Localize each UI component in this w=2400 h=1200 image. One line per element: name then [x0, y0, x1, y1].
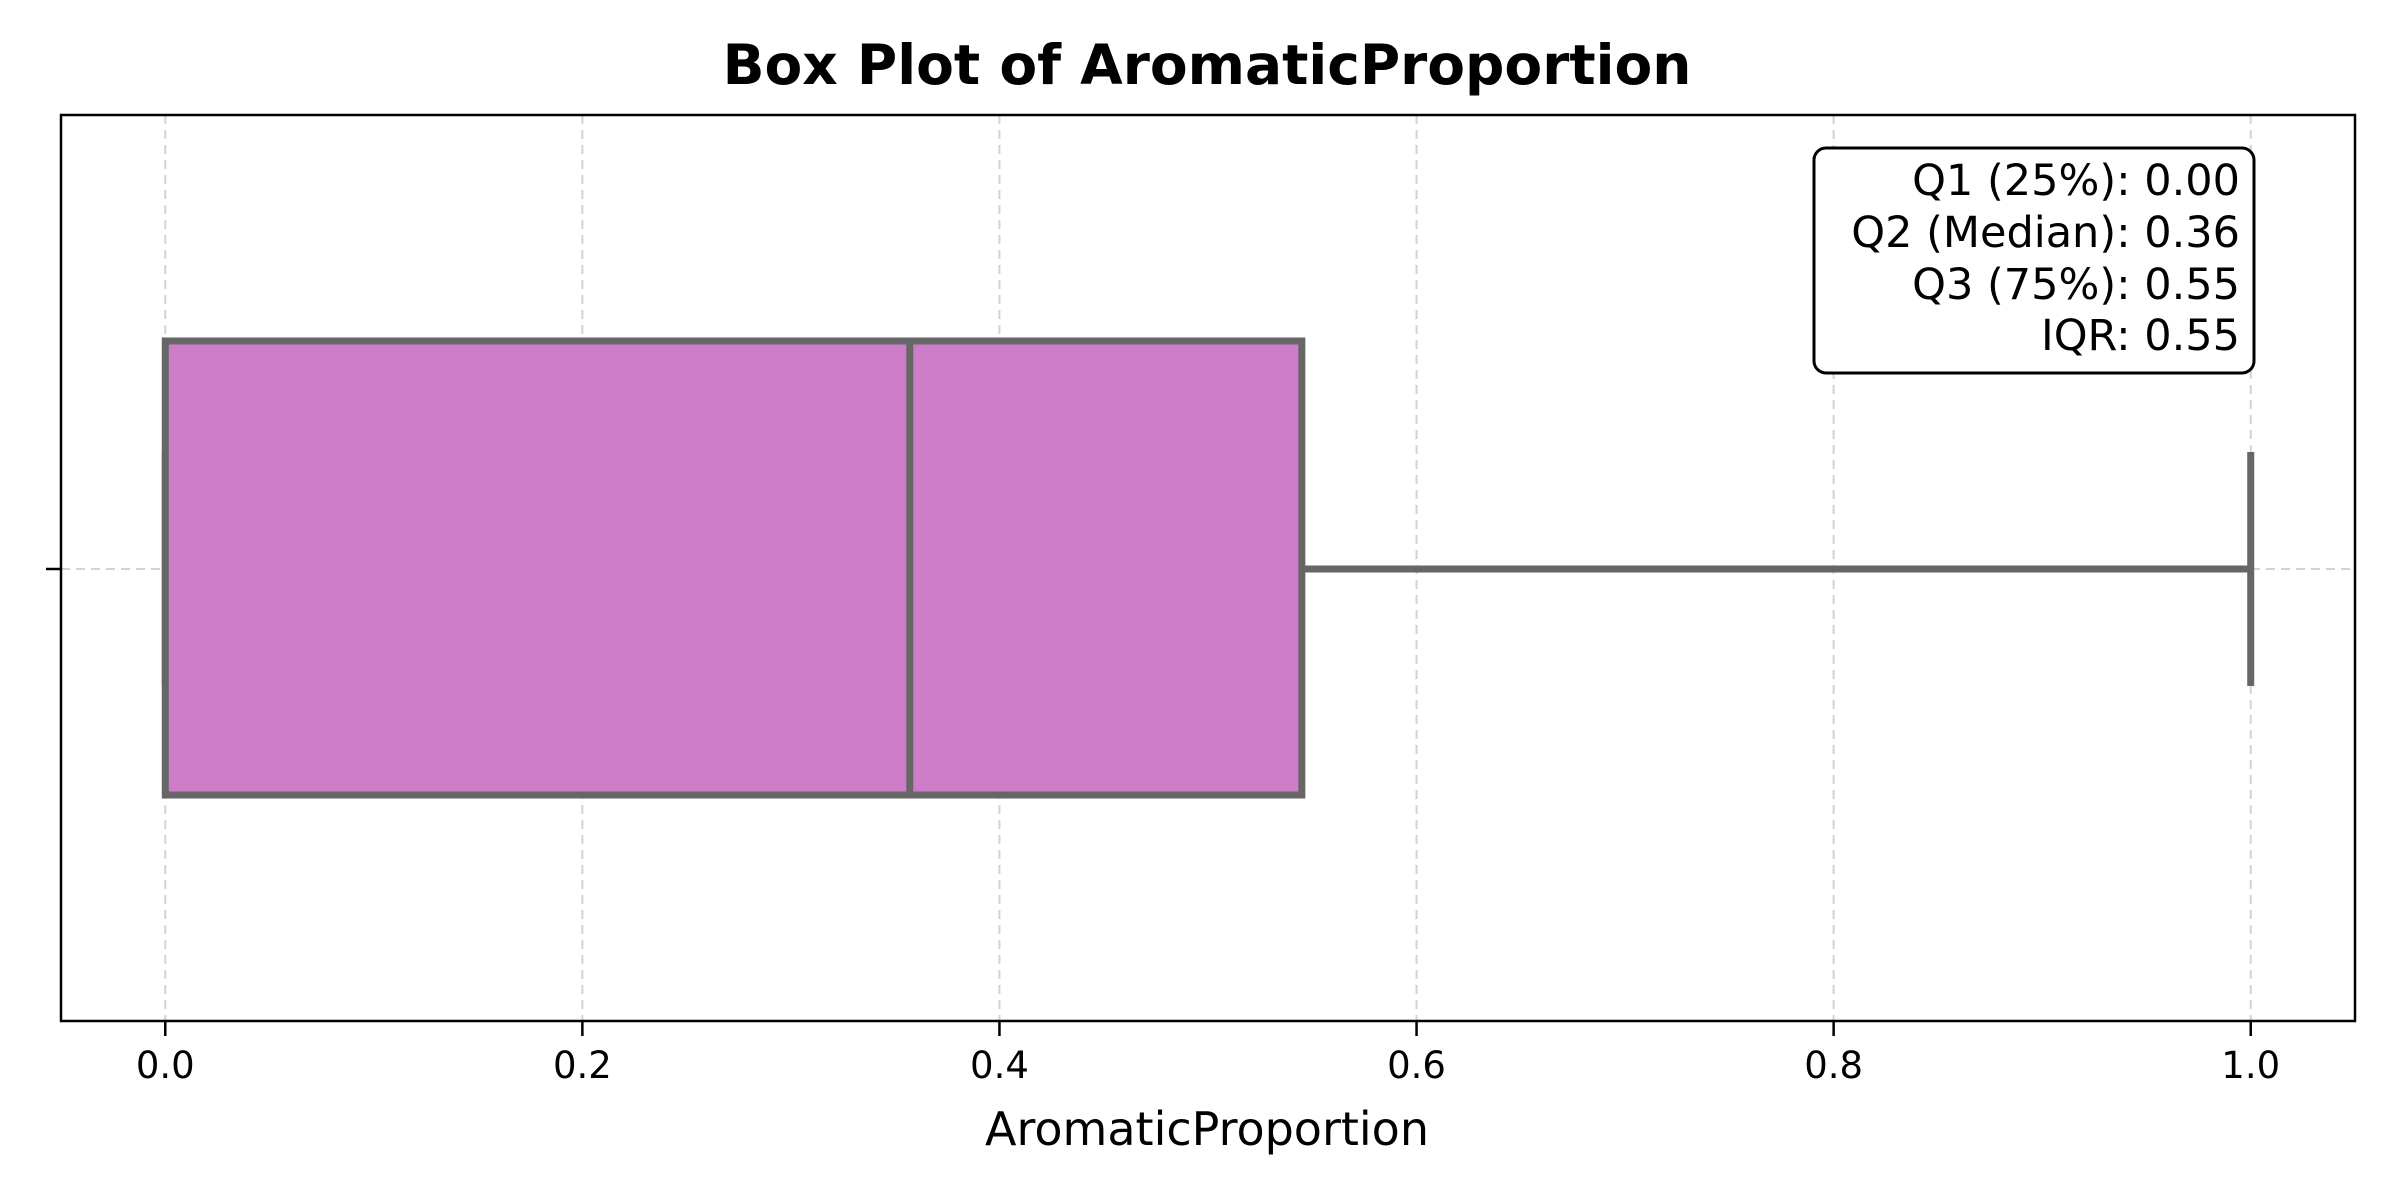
x-tick-label: 0.2: [553, 1044, 612, 1087]
chart-title: Box Plot of AromaticProportion: [723, 33, 1692, 97]
stats-iqr: IQR: 0.55: [2041, 311, 2240, 361]
iqr-box: [161, 337, 1306, 799]
x-axis-label: AromaticProportion: [985, 1102, 1429, 1156]
x-tick-label: 0.6: [1387, 1044, 1446, 1087]
x-tick-label: 0.0: [136, 1044, 195, 1087]
stats-q3: Q3 (75%): 0.55: [1912, 260, 2240, 310]
stats-box-frame: [1812, 146, 2256, 375]
x-tick-label: 0.8: [1804, 1044, 1863, 1087]
stats-box: Q1 (25%): 0.00 Q2 (Median): 0.36 Q3 (75%…: [1812, 146, 2256, 375]
x-axis-ticks: 0.0 0.2 0.4 0.6 0.8 1.0: [136, 1021, 2280, 1087]
stats-median: Q2 (Median): 0.36: [1851, 208, 2240, 258]
box-plot: [161, 337, 2255, 799]
x-tick-label: 1.0: [2221, 1044, 2280, 1087]
stats-q1: Q1 (25%): 0.00: [1912, 156, 2240, 206]
x-tick-label: 0.4: [970, 1044, 1029, 1087]
